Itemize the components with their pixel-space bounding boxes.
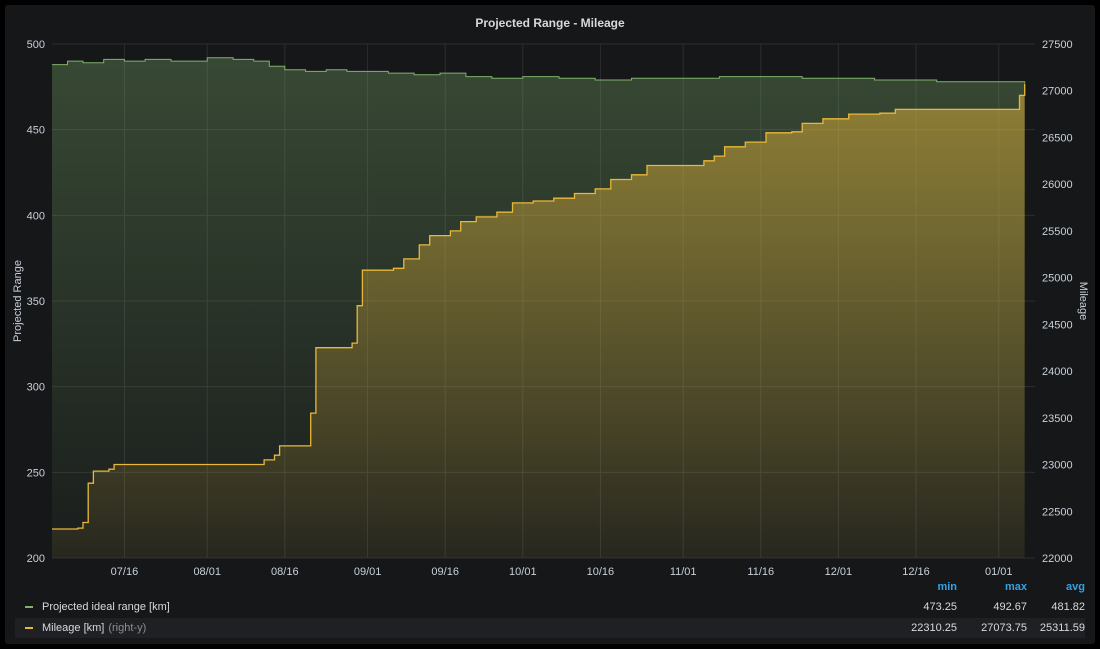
y-right-tick-label: 25000 bbox=[1042, 273, 1073, 285]
x-tick-label: 09/01 bbox=[354, 566, 382, 578]
x-tick-label: 01/01 bbox=[985, 566, 1013, 578]
y-right-tick-label: 27500 bbox=[1042, 39, 1073, 51]
x-tick-label: 12/16 bbox=[902, 566, 930, 578]
y-right-tick-label: 23000 bbox=[1042, 460, 1073, 472]
legend-label-range[interactable]: Projected ideal range [km] bbox=[42, 601, 170, 613]
x-tick-label: 08/01 bbox=[193, 566, 221, 578]
y-right-tick-label: 26500 bbox=[1042, 132, 1073, 144]
legend-row-mileage[interactable]: Mileage [km] (right-y) 22310.25 27073.75 … bbox=[15, 618, 1085, 638]
series-line-mileage bbox=[52, 83, 1026, 530]
y-left-tick-label: 350 bbox=[27, 296, 45, 308]
legend-max-mileage: 27073.75 bbox=[981, 622, 1027, 634]
legend-max-range: 492.67 bbox=[993, 601, 1027, 613]
y-left-tick-label: 200 bbox=[27, 553, 45, 565]
x-tick-label: 10/01 bbox=[509, 566, 537, 578]
x-tick-label: 09/16 bbox=[431, 566, 459, 578]
legend-label-mileage[interactable]: Mileage [km] (right-y) bbox=[42, 622, 147, 634]
legend-min-mileage: 22310.25 bbox=[911, 622, 957, 634]
panel-title[interactable]: Projected Range - Mileage bbox=[475, 16, 625, 30]
legend-note-right-y: (right-y) bbox=[108, 622, 147, 634]
legend-avg-mileage: 25311.59 bbox=[1039, 622, 1085, 634]
y-left-tick-label: 450 bbox=[27, 125, 45, 137]
y-left-tick-label: 500 bbox=[27, 39, 45, 51]
legend-swatch-mileage bbox=[25, 627, 33, 629]
series-area-mileage bbox=[52, 83, 1025, 559]
legend-min-range: 473.25 bbox=[923, 601, 957, 613]
y-right-axis-title: Mileage bbox=[1077, 282, 1089, 321]
y-left-tick-label: 400 bbox=[27, 210, 45, 222]
y-right-tick-label: 24500 bbox=[1042, 319, 1073, 331]
legend-avg-range: 481.82 bbox=[1051, 601, 1085, 613]
legend-swatch-range bbox=[25, 606, 33, 608]
series-line-projected-range bbox=[52, 57, 1026, 84]
legend-col-max[interactable]: max bbox=[1004, 581, 1027, 593]
y-right-tick-label: 24000 bbox=[1042, 366, 1073, 378]
x-tick-label: 08/16 bbox=[271, 566, 299, 578]
x-tick-label: 10/16 bbox=[587, 566, 615, 578]
y-left-tick-label: 250 bbox=[27, 467, 45, 479]
x-tick-label: 07/16 bbox=[111, 566, 139, 578]
legend-col-avg[interactable]: avg bbox=[1066, 581, 1085, 593]
legend-header: min max avg bbox=[15, 581, 1085, 595]
legend-row-range[interactable]: Projected ideal range [km] 473.25 492.67… bbox=[15, 597, 1085, 617]
y-right-tick-label: 23500 bbox=[1042, 413, 1073, 425]
y-right-tick-label: 25500 bbox=[1042, 226, 1073, 238]
x-tick-label: 11/01 bbox=[670, 566, 697, 578]
y-right-tick-label: 22500 bbox=[1042, 506, 1073, 518]
y-right-tick-label: 26000 bbox=[1042, 179, 1073, 191]
y-right-tick-label: 22000 bbox=[1042, 553, 1073, 565]
legend-col-min[interactable]: min bbox=[937, 581, 957, 593]
y-left-tick-label: 300 bbox=[27, 382, 45, 394]
y-right-tick-label: 27000 bbox=[1042, 86, 1073, 98]
y-left-axis-title: Projected Range bbox=[12, 260, 24, 342]
x-tick-label: 11/16 bbox=[747, 566, 774, 578]
x-tick-label: 12/01 bbox=[825, 566, 853, 578]
chart-canvas[interactable]: 200 250 300 350 400 450 500 22000 22500 23000 2350… bbox=[0, 0, 1100, 580]
